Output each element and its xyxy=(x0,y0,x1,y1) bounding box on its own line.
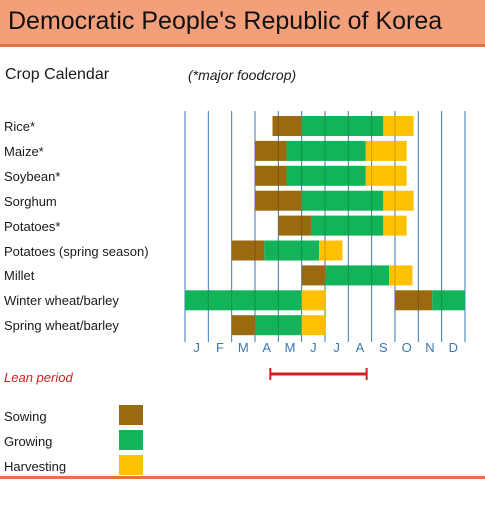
month-label: S xyxy=(379,340,388,355)
bar-growing xyxy=(301,116,384,136)
crop-label: Soybean* xyxy=(4,168,61,184)
crop-label: Rice* xyxy=(4,119,36,134)
title-bar xyxy=(0,0,485,47)
month-label: M xyxy=(238,340,249,355)
bar-harvesting xyxy=(365,165,407,186)
legend-label-sowing: Sowing xyxy=(4,409,47,424)
legend-swatch-growing xyxy=(119,430,143,450)
bar-growing xyxy=(301,190,384,211)
month-label: A xyxy=(262,340,271,355)
legend-swatch-harvesting xyxy=(119,455,143,475)
bar-growing xyxy=(264,240,320,261)
bar-growing xyxy=(185,290,302,311)
crop-label: Spring wheat/barley xyxy=(4,318,119,334)
month-label: J xyxy=(310,340,317,355)
major-foodcrop-note: (*major foodcrop) xyxy=(188,67,297,83)
bar-growing xyxy=(286,165,366,186)
month-label: M xyxy=(285,340,296,355)
bar-harvesting xyxy=(301,290,325,311)
month-label: D xyxy=(449,340,458,355)
bar-growing xyxy=(286,140,366,161)
legend-label-growing: Growing xyxy=(4,434,53,449)
crop-label: Potatoes* xyxy=(4,218,61,234)
bar-harvesting xyxy=(301,315,325,336)
bar-harvesting xyxy=(383,116,414,136)
crop-label: Maize* xyxy=(4,143,44,159)
bar-growing xyxy=(254,315,302,336)
bar-harvesting xyxy=(383,215,407,236)
page-title: Democratic People's Republic of Korea xyxy=(8,7,443,35)
bar-sowing xyxy=(272,116,302,136)
bar-harvesting xyxy=(383,190,414,211)
bar-sowing xyxy=(254,190,302,211)
legend-swatch-sowing xyxy=(119,405,143,425)
month-label: J xyxy=(193,340,200,355)
chart-subtitle: Crop Calendar xyxy=(5,66,110,83)
month-label: J xyxy=(333,340,340,355)
bar-sowing xyxy=(254,165,287,186)
bar-sowing xyxy=(231,240,265,261)
bar-sowing xyxy=(301,265,325,286)
bar-sowing xyxy=(278,215,311,236)
crop-label: Potatoes (spring season) xyxy=(4,243,149,259)
bar-growing xyxy=(310,215,384,236)
crop-label: Millet xyxy=(4,268,35,284)
bar-growing xyxy=(432,290,465,311)
bar-sowing xyxy=(231,315,255,336)
crop-label: Sorghum xyxy=(4,193,57,209)
bar-sowing xyxy=(394,290,433,311)
bar-harvesting xyxy=(389,265,413,286)
month-label: F xyxy=(216,340,224,355)
month-label: A xyxy=(356,340,365,355)
month-label: O xyxy=(402,340,412,355)
bottom-rule xyxy=(0,476,485,479)
legend-label-harvesting: Harvesting xyxy=(4,459,67,474)
bar-sowing xyxy=(254,140,287,161)
lean-period-label: Lean period xyxy=(4,370,73,385)
bar-harvesting xyxy=(319,240,343,261)
crop-label: Winter wheat/barley xyxy=(4,293,119,309)
bar-harvesting xyxy=(365,140,407,161)
month-label: N xyxy=(425,340,434,355)
bar-growing xyxy=(324,265,390,286)
